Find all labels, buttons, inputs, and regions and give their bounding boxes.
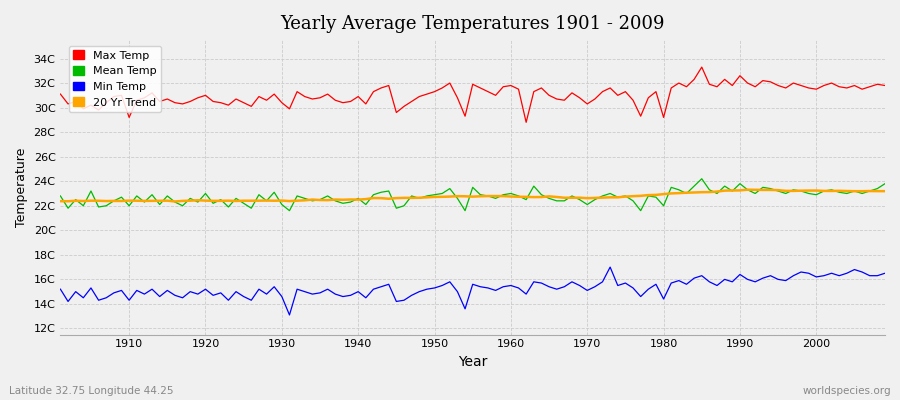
Text: Latitude 32.75 Longitude 44.25: Latitude 32.75 Longitude 44.25 (9, 386, 174, 396)
Y-axis label: Temperature: Temperature (15, 148, 28, 227)
Legend: Max Temp, Mean Temp, Min Temp, 20 Yr Trend: Max Temp, Mean Temp, Min Temp, 20 Yr Tre… (68, 46, 161, 112)
X-axis label: Year: Year (458, 355, 488, 369)
Text: worldspecies.org: worldspecies.org (803, 386, 891, 396)
Title: Yearly Average Temperatures 1901 - 2009: Yearly Average Temperatures 1901 - 2009 (281, 15, 665, 33)
